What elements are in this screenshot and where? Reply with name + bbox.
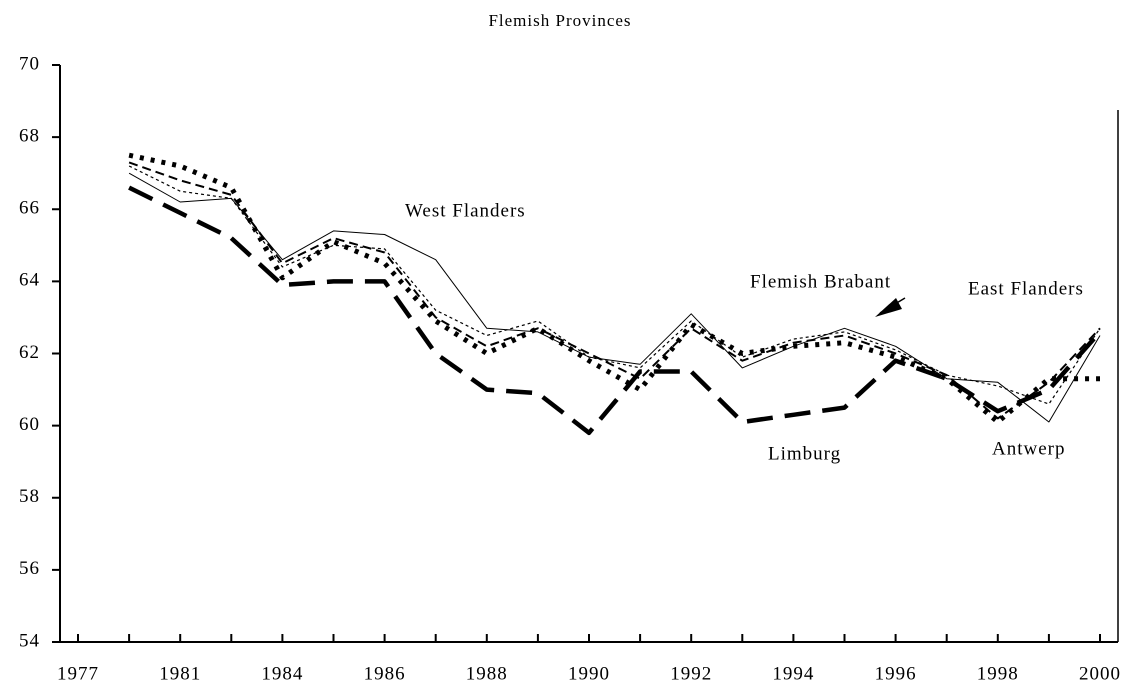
x-tick-label: 1988 <box>466 663 508 684</box>
y-tick-label: 54 <box>19 630 40 651</box>
x-tick-label: 1998 <box>977 663 1019 684</box>
series-label: West Flanders <box>405 200 526 221</box>
series-line <box>128 185 1102 436</box>
x-tick-label: 1986 <box>364 663 406 684</box>
x-tick-label: 1990 <box>568 663 610 684</box>
y-tick-label: 68 <box>19 125 40 146</box>
series-line <box>128 172 1101 423</box>
x-tick-label: 2000 <box>1079 663 1121 684</box>
x-tick-label: 1992 <box>670 663 712 684</box>
series-line <box>128 152 1100 425</box>
x-tick-label: 1996 <box>875 663 917 684</box>
y-tick-label: 58 <box>19 486 40 507</box>
x-tick-label: 1977 <box>57 663 99 684</box>
y-tick-label: 62 <box>19 342 40 363</box>
x-tick-label: 1984 <box>261 663 303 684</box>
series-line <box>128 161 1101 420</box>
y-tick-label: 66 <box>19 198 40 219</box>
y-tick-label: 64 <box>19 270 40 291</box>
series-label: Flemish Brabant <box>750 271 891 292</box>
arrow-head <box>875 298 902 317</box>
series-label: East Flanders <box>968 278 1084 299</box>
chart-title: Flemish Provinces <box>488 11 631 30</box>
x-tick-label: 1981 <box>159 663 201 684</box>
series-label: Limburg <box>768 443 841 464</box>
series-line <box>128 165 1101 405</box>
y-tick-label: 60 <box>19 414 40 435</box>
y-tick-label: 70 <box>19 53 40 74</box>
y-tick-label: 56 <box>19 558 40 579</box>
x-tick-label: 1994 <box>772 663 814 684</box>
series-label: Antwerp <box>992 438 1065 459</box>
